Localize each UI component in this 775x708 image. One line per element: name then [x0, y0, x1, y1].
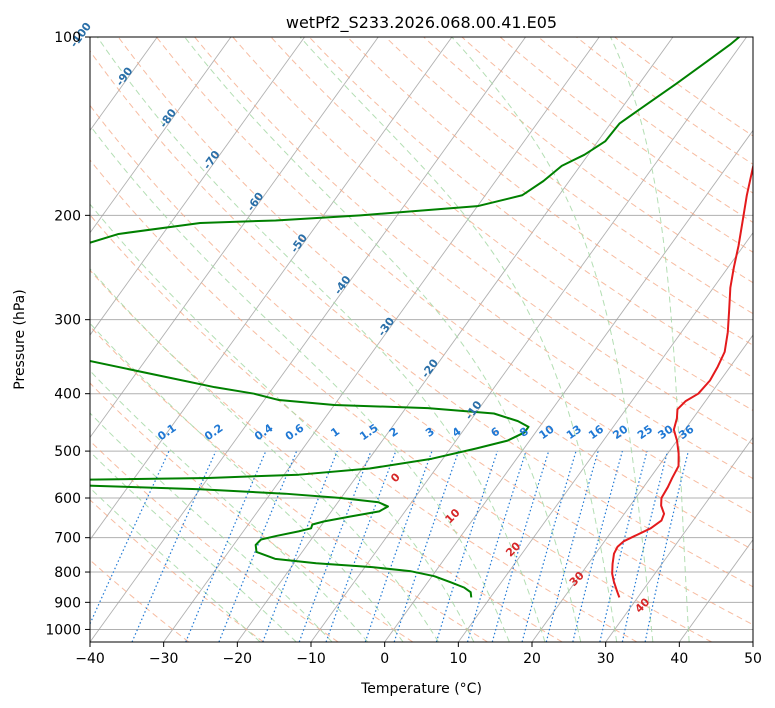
dry-adiabat	[90, 104, 753, 626]
moist-adiabat	[90, 124, 510, 642]
dewpoint-profile	[90, 37, 740, 598]
dry-adiabat	[117, 37, 753, 551]
mixing-ratio-line	[131, 450, 217, 642]
mixing-ratio-line	[185, 450, 267, 642]
dry-adiabat	[232, 37, 753, 445]
mixing-ratio-line	[393, 450, 460, 642]
dry-adiabat	[90, 499, 264, 642]
mixing-ratio-line	[621, 450, 669, 642]
dry-adiabat	[90, 159, 712, 642]
dry-adiabat	[576, 37, 753, 165]
dry-adiabat	[90, 214, 638, 642]
y-tick-label: 300	[54, 313, 81, 329]
skewed-isotherm	[90, 37, 526, 642]
moist-adiabat	[90, 487, 261, 642]
skewed-isotherm	[90, 37, 453, 541]
skewed-isotherm	[163, 37, 600, 642]
axes: −40 −30 −20 −10 0 10 20 30 40 50 100 200 300 400 500 60…	[45, 30, 762, 667]
y-tick-label: 800	[54, 565, 81, 581]
chart-title: wetPf2_S233.2026.068.00.41.E05	[286, 13, 557, 33]
x-axis-title: Temperature (°C)	[360, 681, 482, 697]
y-tick-label: 600	[54, 491, 81, 507]
moist-adiabat	[610, 37, 690, 642]
x-tick-label: 30	[597, 651, 615, 667]
dry-adiabat	[270, 37, 753, 412]
dry-adiabat	[90, 50, 753, 588]
moist-adiabat	[90, 203, 475, 642]
x-tick-label: 20	[523, 651, 541, 667]
moist-adiabat	[90, 451, 297, 642]
moist-adiabat	[96, 37, 546, 642]
skewed-isotherm	[678, 538, 753, 642]
dry-adiabat	[461, 37, 753, 253]
mixing-ratio-line	[521, 450, 577, 642]
mixing-ratio-line	[90, 450, 170, 626]
y-tick-label: 900	[54, 595, 81, 611]
x-tick-label: −10	[296, 651, 326, 667]
y-axis-title: Pressure (hPa)	[12, 289, 28, 389]
skewed-isotherm	[310, 37, 747, 642]
skewed-isotherm	[236, 37, 674, 642]
dry-adiabat	[308, 37, 753, 379]
skewed-isotherm	[90, 37, 305, 336]
temperature-profile	[611, 164, 753, 598]
moist-adiabat	[90, 268, 439, 642]
mixing-ratio-line	[545, 450, 599, 642]
y-tick-label: 500	[54, 444, 81, 460]
y-tick-label: 100	[54, 30, 81, 46]
x-tick-label: −40	[75, 651, 105, 667]
skewed-isotherm	[90, 37, 379, 439]
dry-adiabat	[499, 37, 753, 223]
dry-adiabat	[90, 325, 488, 642]
moist-adiabat	[90, 322, 404, 642]
mixing-ratio-line	[435, 450, 499, 642]
x-tick-label: 10	[449, 651, 467, 667]
moist-adiabat	[299, 37, 618, 642]
plot-area	[90, 37, 753, 642]
dry-adiabat	[347, 37, 753, 346]
mixing-ratio-line	[325, 450, 397, 642]
y-tick-label: 400	[54, 387, 81, 403]
moist-adiabat	[90, 370, 369, 642]
moist-adiabat	[451, 37, 654, 642]
y-tick-label: 700	[54, 531, 81, 547]
mixing-ratio-line	[466, 450, 527, 642]
x-tick-label: −30	[149, 651, 179, 667]
mixing-ratio-line	[572, 450, 623, 642]
skewed-isotherm	[531, 334, 753, 642]
plot-frame	[89, 36, 754, 643]
mixing-ratio-line	[364, 450, 433, 642]
y-tick-label: 1000	[45, 622, 81, 638]
dry-adiabat	[156, 37, 753, 515]
mixing-ratio-line	[491, 450, 550, 642]
skewed-isotherm	[605, 436, 753, 642]
x-tick-label: 0	[380, 651, 389, 667]
dry-adiabat	[537, 37, 753, 194]
y-tick-label: 200	[54, 208, 81, 224]
dry-adiabat	[194, 37, 753, 480]
x-tick-label: 50	[744, 651, 762, 667]
x-tick-label: −20	[223, 651, 253, 667]
mixing-ratio-line	[599, 450, 648, 642]
mixing-ratio-line	[644, 450, 689, 642]
x-tick-label: 40	[670, 651, 688, 667]
skewed-isotherm	[457, 231, 753, 642]
skewed-isotherm	[384, 129, 753, 642]
